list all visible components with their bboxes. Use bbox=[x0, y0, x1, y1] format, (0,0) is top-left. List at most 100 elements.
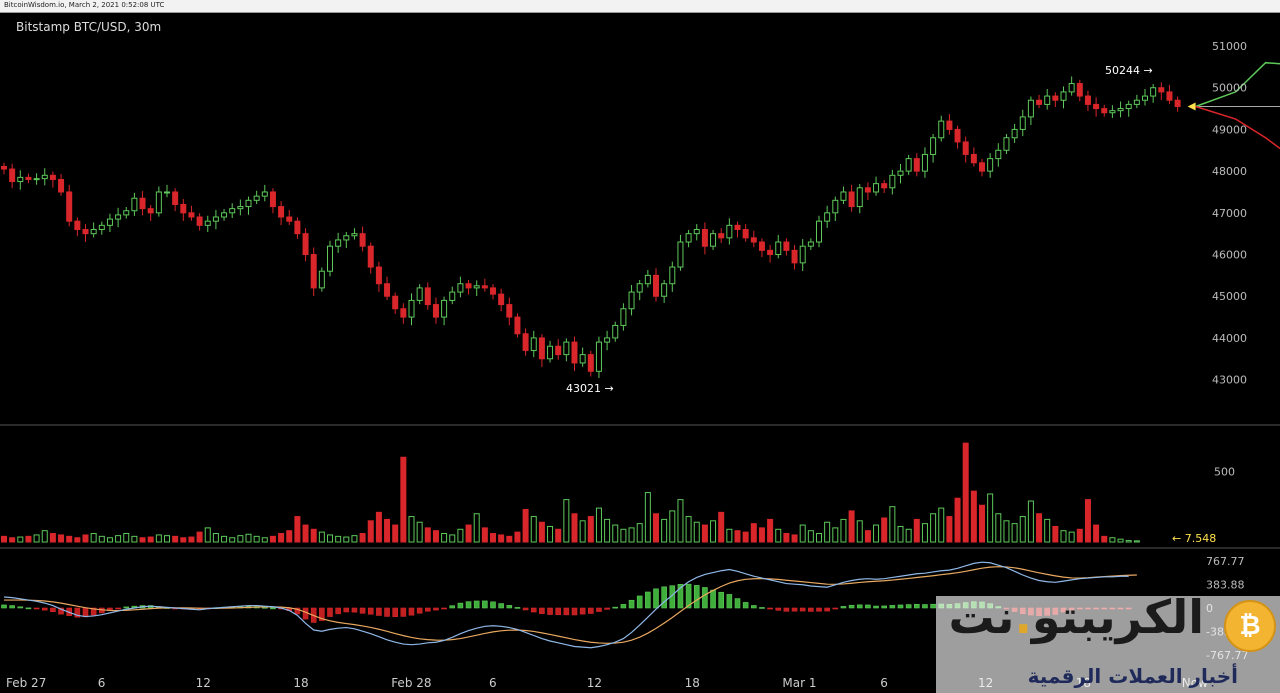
macd-histogram-bar bbox=[840, 606, 847, 609]
candle bbox=[1101, 104, 1108, 117]
candle bbox=[905, 154, 912, 175]
candle bbox=[237, 199, 244, 216]
volume-bar bbox=[229, 537, 236, 543]
candle bbox=[416, 284, 423, 305]
volume-bar bbox=[498, 534, 505, 543]
candle bbox=[970, 147, 977, 167]
candle bbox=[302, 228, 309, 262]
volume-bar bbox=[881, 517, 888, 543]
candle bbox=[750, 230, 757, 248]
top-bar: BitcoinWisdom.io, March 2, 2021 0:52:08 … bbox=[0, 0, 1280, 13]
candle bbox=[41, 168, 48, 186]
candle bbox=[1150, 83, 1157, 103]
macd-histogram-bar bbox=[343, 607, 350, 613]
volume-bar bbox=[987, 493, 994, 543]
candle bbox=[620, 303, 627, 331]
candle bbox=[604, 330, 611, 351]
volume-bar bbox=[758, 527, 765, 543]
candle bbox=[82, 224, 89, 242]
price-tick-label: 50000 bbox=[1212, 82, 1247, 95]
volume-bar bbox=[253, 535, 260, 543]
volume-bar bbox=[66, 535, 73, 543]
trading-chart[interactable]: 51000 50000 49000 48000 47000 46000 45000 44000… bbox=[0, 13, 1280, 693]
macd-histogram-bar bbox=[604, 607, 610, 610]
candle bbox=[343, 232, 350, 249]
candle bbox=[1027, 96, 1034, 126]
time-tick-label: Mar 1 bbox=[782, 676, 816, 690]
volume-bar bbox=[889, 506, 896, 543]
volume-bar bbox=[669, 510, 676, 543]
candle bbox=[269, 188, 276, 214]
volume-bar bbox=[25, 535, 32, 543]
candle bbox=[962, 136, 969, 163]
macd-line bbox=[3, 561, 1129, 649]
candle bbox=[506, 297, 513, 326]
macd-histogram-bar bbox=[335, 607, 341, 615]
macd-histogram-bar bbox=[376, 607, 382, 616]
macd-histogram-bar bbox=[783, 607, 790, 612]
volume-bar bbox=[269, 535, 276, 543]
volume-bar bbox=[824, 521, 831, 543]
macd-histogram-bar bbox=[490, 601, 496, 609]
macd-histogram-bar bbox=[734, 598, 741, 609]
candle bbox=[375, 261, 382, 292]
macd-histogram-bar bbox=[408, 607, 415, 616]
candle bbox=[710, 229, 717, 250]
candle bbox=[115, 207, 122, 228]
volume-bar bbox=[767, 518, 774, 543]
candle bbox=[913, 153, 920, 177]
macd-histogram-bar bbox=[865, 604, 871, 609]
candle bbox=[1125, 100, 1132, 117]
candle bbox=[807, 238, 814, 250]
candle bbox=[514, 313, 521, 338]
volume-bar bbox=[432, 530, 439, 543]
volume-bar bbox=[188, 536, 195, 543]
candle bbox=[1093, 97, 1100, 117]
candle bbox=[897, 164, 904, 184]
candle bbox=[1142, 88, 1148, 106]
candle bbox=[653, 268, 659, 302]
time-tick-label: 6 bbox=[98, 676, 106, 690]
macd-histogram-bar bbox=[441, 607, 447, 610]
candle bbox=[9, 163, 16, 189]
price-tick-label: 45000 bbox=[1212, 290, 1247, 303]
macd-histogram-bar bbox=[848, 604, 855, 609]
candle bbox=[1109, 105, 1116, 118]
macd-histogram-bar bbox=[563, 607, 570, 616]
macd-histogram-bar bbox=[750, 605, 757, 609]
volume-bar bbox=[123, 533, 130, 543]
candle bbox=[449, 286, 456, 305]
candle bbox=[856, 184, 863, 214]
volume-bar bbox=[261, 537, 268, 543]
volume-bar bbox=[506, 535, 513, 543]
candle bbox=[49, 171, 56, 188]
volume-bar bbox=[212, 533, 219, 543]
volume-bar bbox=[710, 520, 717, 543]
macd-histogram-bar bbox=[9, 605, 15, 609]
macd-histogram-bar bbox=[628, 599, 635, 609]
candle bbox=[17, 170, 24, 190]
volume-bar bbox=[237, 535, 244, 543]
candle bbox=[555, 339, 562, 360]
watermark-subtitle: أخبار العملات الرقمية bbox=[1027, 664, 1238, 688]
macd-histogram-bar bbox=[473, 600, 480, 609]
macd-histogram-bar bbox=[759, 607, 765, 609]
macd-histogram-bar bbox=[547, 607, 553, 615]
macd-histogram-bar bbox=[506, 605, 513, 609]
volume-current-label: ← 7.548 bbox=[1172, 532, 1216, 545]
candle bbox=[164, 184, 170, 198]
candle bbox=[131, 192, 138, 216]
time-tick-label: 18 bbox=[293, 676, 308, 690]
volume-bar bbox=[742, 531, 749, 543]
candle bbox=[384, 276, 391, 300]
candle bbox=[693, 224, 700, 241]
candle bbox=[677, 234, 684, 271]
current-price-marker bbox=[1187, 102, 1196, 111]
candle bbox=[848, 184, 855, 212]
volume-bar bbox=[538, 521, 545, 543]
volume-bar bbox=[343, 536, 350, 543]
volume-bar bbox=[327, 534, 333, 543]
candle bbox=[701, 222, 708, 255]
price-tick-label: 47000 bbox=[1212, 207, 1247, 220]
